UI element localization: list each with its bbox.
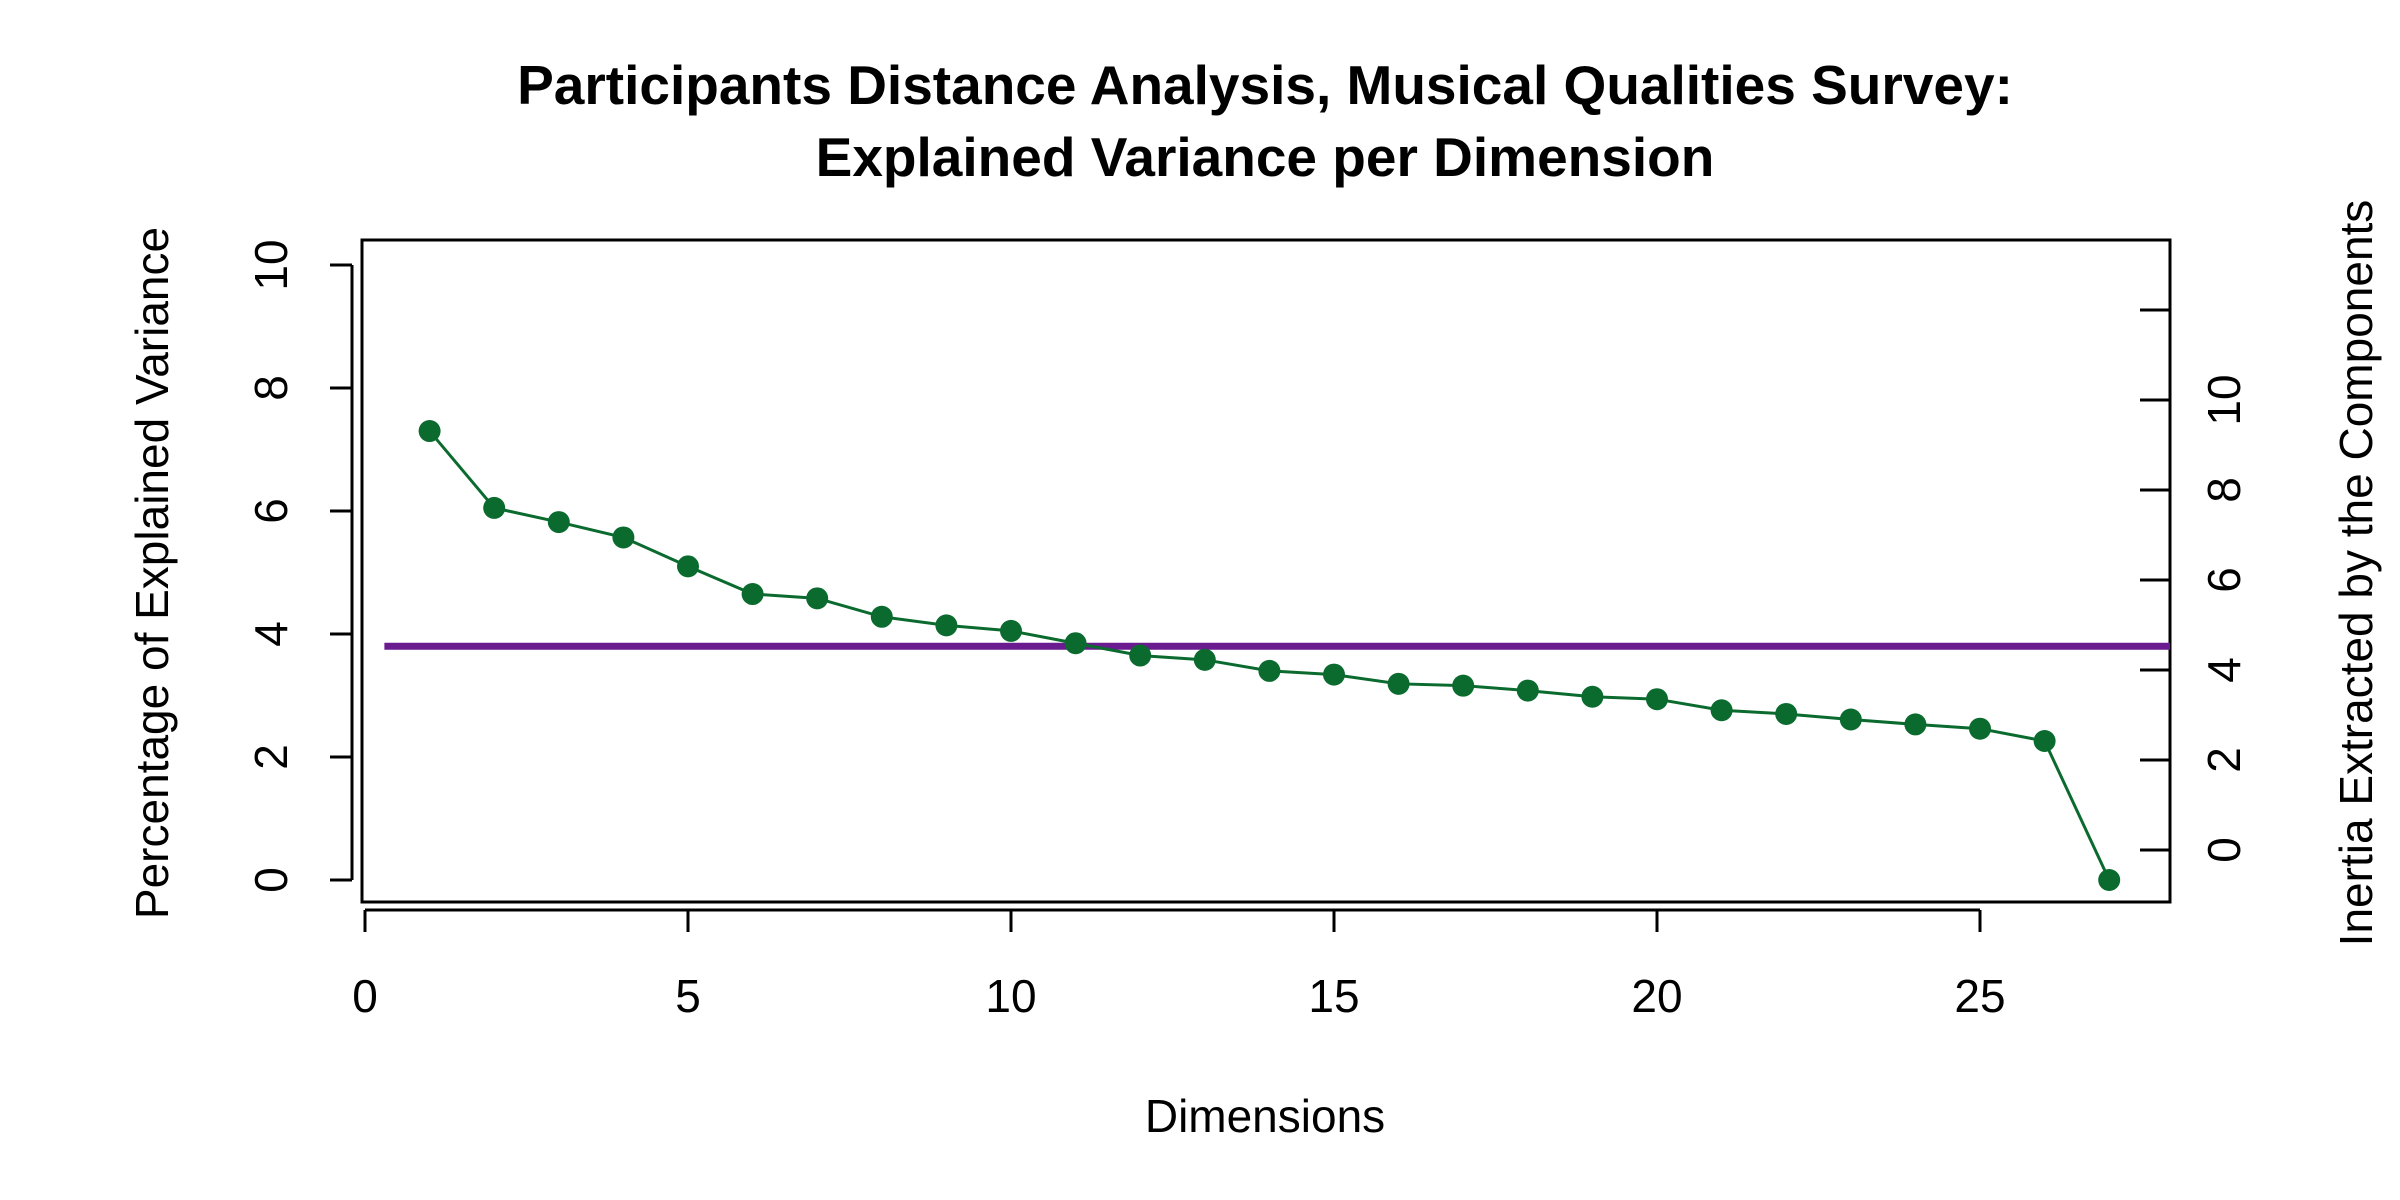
y-tick-label: 2 (245, 744, 297, 770)
data-point (1581, 685, 1604, 708)
x-tick-label: 25 (1954, 970, 2005, 1022)
data-point (1710, 699, 1733, 722)
data-point (806, 587, 829, 610)
series-points (418, 420, 2121, 891)
data-point (1129, 644, 1152, 667)
data-point (935, 614, 958, 637)
series-line (428, 430, 2111, 881)
data-point (1064, 632, 1087, 655)
data-point (1516, 679, 1539, 702)
y2-tick-label: 6 (2198, 567, 2250, 593)
data-point (741, 583, 764, 606)
data-point (1323, 663, 1345, 686)
data-point (870, 605, 893, 628)
x-axis: 0 5 10 15 20 25 (352, 908, 2006, 1022)
x-tick-label: 20 (1631, 970, 1682, 1022)
chart-subtitle: Explained Variance per Dimension (816, 126, 1715, 188)
secondary-y-axis: 0 2 4 6 8 10 (2140, 308, 2250, 863)
data-point (1969, 717, 1991, 740)
data-point (1258, 659, 1281, 682)
data-point (1839, 708, 1862, 731)
y2-tick-label: 8 (2198, 477, 2250, 503)
data-point (1646, 688, 1668, 711)
y2-axis-label: Inertia Extracted by the Components (2330, 200, 2382, 947)
y-tick-label: 6 (245, 498, 297, 524)
plot-frame (360, 238, 2172, 904)
data-point (1000, 619, 1022, 642)
chart-title: Participants Distance Analysis, Musical … (517, 54, 2013, 116)
data-point (1775, 702, 1798, 725)
data-point (2033, 730, 2056, 753)
x-axis-label: Dimensions (1145, 1090, 1385, 1142)
y-axis-label: Percentage of Explained Variance (126, 227, 178, 919)
x-tick-label: 15 (1308, 970, 1359, 1022)
y2-tick-label: 2 (2198, 747, 2250, 773)
data-point (1193, 648, 1216, 671)
data-point (612, 526, 635, 549)
y-axis: 0 2 4 6 8 10 (245, 239, 354, 893)
y-tick-label: 4 (245, 621, 297, 647)
data-point (483, 496, 506, 519)
data-point (418, 420, 441, 443)
data-point (1387, 672, 1410, 695)
y-tick-label: 10 (245, 239, 297, 290)
data-point (1452, 674, 1475, 697)
x-tick-label: 5 (675, 970, 701, 1022)
x-tick-label: 10 (985, 970, 1036, 1022)
x-tick-label: 0 (352, 970, 378, 1022)
y2-tick-label: 4 (2198, 657, 2250, 683)
data-point (1904, 713, 1927, 736)
y2-tick-label: 10 (2198, 374, 2250, 425)
y2-tick-label: 0 (2198, 837, 2250, 863)
y-tick-label: 0 (245, 867, 297, 893)
data-point (2098, 869, 2121, 891)
data-point (677, 555, 699, 578)
y-tick-label: 8 (245, 375, 297, 401)
data-point (547, 511, 570, 534)
